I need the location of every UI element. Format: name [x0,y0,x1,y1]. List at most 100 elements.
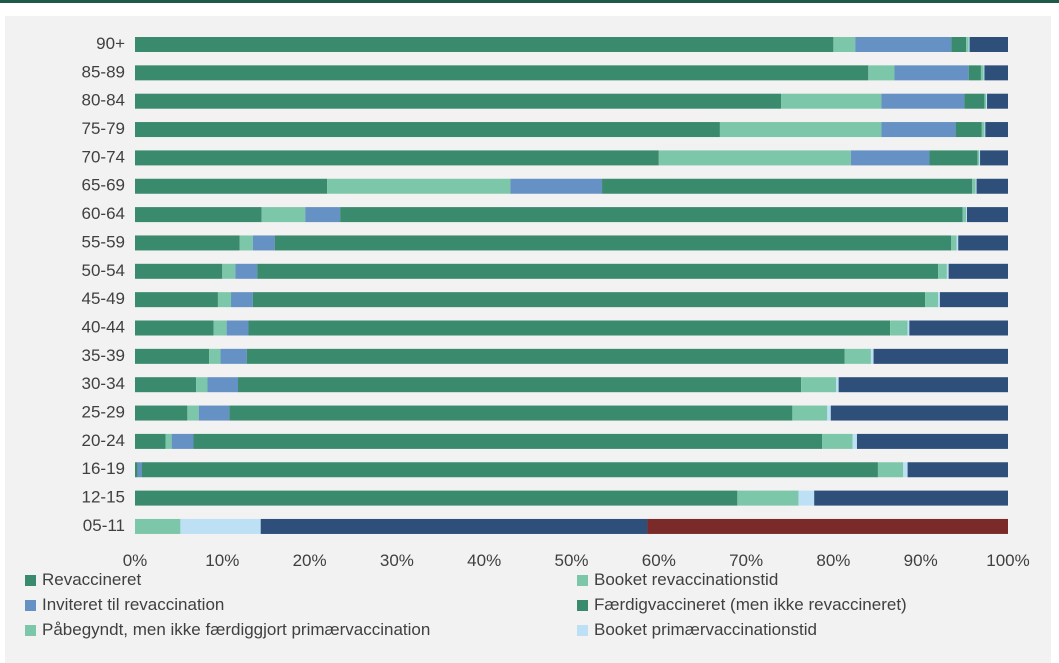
bar-segment [938,292,940,308]
bar-segment [955,122,982,138]
bar-segment [890,320,908,336]
bar-segment [252,292,926,308]
bar-segment [836,377,839,393]
bar-segment [977,150,980,166]
bar-segment [855,37,952,52]
bar-segment [852,433,857,449]
x-tick-label: 50% [554,551,588,570]
bar-segment [844,348,871,364]
bar-segment [984,93,987,109]
bar-segment [966,37,969,52]
bar-segment [907,462,1008,478]
bar-segment [975,178,977,194]
bar-segment [856,433,1008,449]
bar-segment [171,433,194,449]
bar-segment [781,93,882,109]
bar-segment [877,462,904,478]
bar-segment [792,405,828,421]
bar-segment [226,320,249,336]
bar-segment [135,292,218,308]
bar-segment [231,292,253,308]
bar-segment [135,320,214,336]
legend-item: Inviteret til revaccination [25,595,224,615]
bar-segment [939,292,1008,308]
bar-segment [510,178,603,194]
bar-segment [956,235,959,251]
bar-segment [135,150,659,166]
bar-segment [985,122,1008,138]
bar-segment [951,37,967,52]
legend-item: Booket primærvaccinationstid [577,620,817,640]
bar-segment [868,65,895,81]
legend-label: Booket revaccinationstid [594,570,779,589]
bar-segment [833,37,856,52]
bar-segment [870,348,874,364]
bar-segment [968,65,981,81]
bar-segment [180,518,261,534]
bar-segment [979,150,981,166]
bar-segment [647,518,1008,534]
legend-item: Revaccineret [25,570,141,590]
x-tick-label: 90% [904,551,938,570]
bar-segment [925,292,939,308]
legend-swatch [577,624,588,636]
bar-segment [980,150,1008,166]
bar-segment [135,122,720,138]
bar-segment [165,433,172,449]
bar-segment [948,263,1008,279]
category-label: 16-19 [82,459,125,478]
bar-segment [141,462,878,478]
bar-segment [737,490,799,506]
bar-segment [135,37,834,52]
bar-segment [822,433,853,449]
bar-segment [220,348,247,364]
legend-item: Påbegyndt, men ikke færdiggjort primærva… [25,620,430,640]
bar-segment [238,377,802,393]
x-tick-label: 30% [380,551,414,570]
category-label: 55-59 [82,232,125,251]
bar-segment [193,433,823,449]
category-label: 65-69 [82,176,125,195]
bar-segment [261,207,306,223]
bar-segment [929,150,978,166]
bar-segment [137,462,142,478]
bar-segment [987,93,1008,109]
bar-segment [838,377,1008,393]
x-tick-label: 10% [205,551,239,570]
bar-segment [909,320,1008,336]
bar-segment [830,405,1008,421]
bar-segment [252,235,275,251]
bar-segment [209,348,221,364]
bar-segment [602,178,973,194]
bar-segment [135,433,166,449]
bar-segment [801,377,837,393]
bar-segment [966,207,967,223]
bar-segment [135,65,869,81]
legend-swatch [577,599,588,611]
bar-segment [966,207,1008,223]
bar-segment [719,122,882,138]
category-label: 75-79 [82,119,125,138]
bar-segment [135,462,138,478]
legend-label: Påbegyndt, men ikke færdiggjort primærva… [42,620,431,639]
bar-segment [894,65,969,81]
category-label: 05-11 [83,516,125,535]
category-label: 35-39 [82,346,125,365]
bar-segment [969,37,1008,52]
bar-segment [207,377,239,393]
bar-segment [814,490,1008,506]
bar-segment [135,405,188,421]
legend-label: Inviteret til revaccination [42,595,225,614]
category-label: 25-29 [82,403,125,422]
bar-segment [327,178,511,194]
x-tick-label: 80% [816,551,850,570]
bar-segment [135,490,738,506]
bar-segment [983,65,985,81]
bar-segment [984,122,986,138]
legend-swatch [577,574,588,586]
bar-segment [881,93,965,109]
bar-segment [248,320,891,336]
x-tick-label: 70% [729,551,763,570]
bar-segment [213,320,227,336]
bar-segment [305,207,341,223]
